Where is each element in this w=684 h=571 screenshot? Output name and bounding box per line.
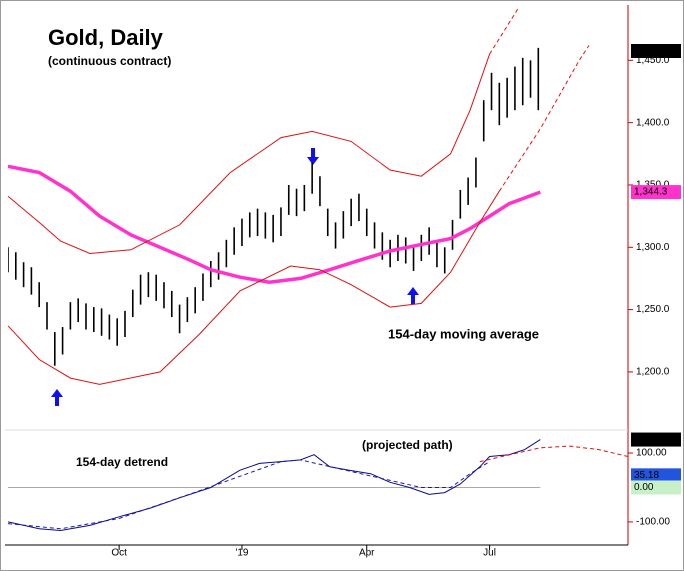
value-box-label: 1,344.3 [634,187,668,198]
line [8,53,491,255]
line [8,164,541,284]
value-box [631,185,681,200]
y-tick-label: -100.00 [636,517,670,528]
up-arrow [407,287,419,304]
value-box [631,43,681,58]
line [479,445,628,463]
axes: 1,200.01,250.01,300.01,350.01,400.01,450… [111,43,681,559]
y-tick-label: 1,400.0 [636,117,670,128]
subtitle: (continuous contract) [48,54,171,68]
arrows [51,148,419,406]
value-box-label: 35.18 [634,470,659,481]
annotation: (projected path) [362,438,453,452]
line [8,459,490,530]
x-tick-label: Apr [359,548,375,559]
line [8,190,500,385]
x-tick-label: Oct [111,548,127,559]
y-tick-label: 1,250.0 [636,304,670,315]
down-arrow [307,148,319,165]
value-box [631,468,681,483]
detrend-panel [8,439,628,532]
value-box-label: 0.00 [634,482,654,493]
line [498,45,590,192]
chart-title: Gold, Daily [48,25,164,50]
y-tick-label: 100.00 [636,448,667,459]
value-box-label: 139.06 [634,434,665,445]
x-tick-label: '19 [235,548,248,559]
x-tick-label: Jul [483,548,496,559]
value-box [631,432,681,447]
annotation: 154-day detrend [76,455,168,469]
y-tick-label: 1,200.0 [636,367,670,378]
value-box-label: 1,457.5 [634,46,668,57]
y-tick-label: 1,450.0 [636,55,670,66]
y-tick-label: 1,300.0 [636,242,670,253]
up-arrow [51,389,63,406]
value-box [631,480,681,495]
series-label: 154-day moving average [388,326,539,341]
line [8,439,541,532]
price-panel [8,8,590,385]
